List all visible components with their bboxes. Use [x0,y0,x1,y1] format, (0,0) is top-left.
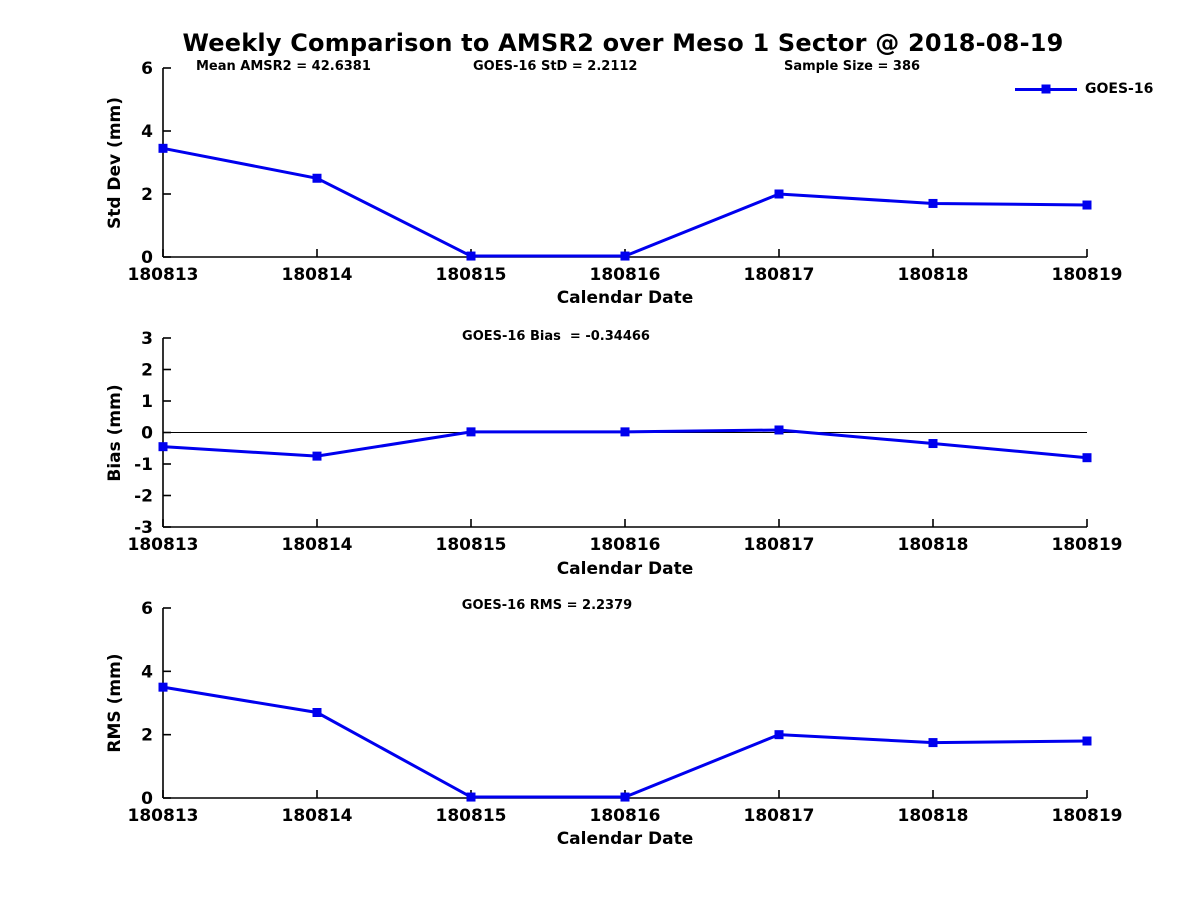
x-tick-label: 180819 [1052,806,1123,826]
data-line-std-dev [162,146,1088,258]
data-marker [466,792,476,802]
data-marker [928,439,938,449]
data-marker [774,730,784,740]
y-tick-label: 6 [141,59,153,79]
annotation-mean-amsr2: Mean AMSR2 = 42.6381 [196,59,371,74]
y-tick-label: -2 [134,487,153,507]
x-tick-label: 180814 [282,535,353,555]
x-tick-label: 180816 [590,535,661,555]
y-tick-label: 0 [141,789,153,809]
y-tick-label: 1 [141,392,153,412]
legend-marker [1041,84,1051,94]
annotation-goes16-rms: GOES-16 RMS = 2.2379 [461,598,633,613]
y-tick-label: 6 [141,599,153,619]
data-marker [466,427,476,437]
x-tick-label: 180813 [128,806,199,826]
subplot-rms: 0 2 4 6 180813 180814 180815 180816 180817 180818… [128,599,1123,826]
data-marker [466,251,476,261]
y-tick-label: 2 [141,726,153,746]
data-marker [158,143,168,153]
x-axis-label-stddev: Calendar Date [556,288,694,308]
annotation-goes16-bias: GOES-16 Bias = -0.34466 [462,329,650,344]
data-marker [928,198,938,208]
legend: GOES-16 [1015,81,1154,97]
x-tick-label: 180819 [1052,535,1123,555]
x-tick-label: 180818 [898,535,969,555]
x-tick-label: 180815 [436,806,507,826]
x-tick-label: 180815 [436,265,507,285]
data-marker [1082,453,1092,463]
annotation-sample-size: Sample Size = 386 [784,59,921,74]
x-axis-label-bias: Calendar Date [556,559,694,579]
data-marker [774,189,784,199]
y-tick-label: 0 [141,248,153,268]
x-tick-label: 180813 [128,535,199,555]
figure-title: Weekly Comparison to AMSR2 over Meso 1 S… [182,29,1064,57]
data-marker [312,173,322,183]
y-tick-label: 4 [141,662,153,682]
data-marker [774,425,784,435]
data-marker [620,251,630,261]
legend-label: GOES-16 [1085,81,1154,97]
data-marker [312,708,322,717]
x-tick-label: 180813 [128,265,199,285]
data-marker [928,738,938,748]
y-tick-label: -3 [134,518,153,538]
x-axis-label-rms: Calendar Date [556,829,694,849]
x-tick-label: 180816 [590,265,661,285]
y-tick-label: -1 [134,455,153,475]
y-tick-label: 2 [141,361,153,381]
annotation-goes16-std: GOES-16 StD = 2.2112 [473,59,638,74]
legend-line-sample [1015,84,1077,94]
x-tick-label: 180818 [898,265,969,285]
x-tick-label: 180819 [1052,265,1123,285]
y-tick-label: 0 [141,424,153,444]
x-tick-label: 180814 [282,806,353,826]
data-marker [620,792,630,802]
data-marker [1082,736,1092,746]
data-line-rms [162,685,1088,799]
data-marker [312,451,322,461]
subplot-bias: -3 -2 -1 0 1 2 3 180813 180814 180815 180816 180817… [128,329,1123,555]
data-marker [620,427,630,437]
x-tick-label: 180817 [744,265,815,285]
x-tick-label: 180815 [436,535,507,555]
x-tick-label: 180814 [282,265,353,285]
data-marker [158,682,168,692]
x-tick-label: 180817 [744,806,815,826]
x-tick-label: 180818 [898,806,969,826]
data-marker [158,442,168,452]
x-tick-label: 180817 [744,535,815,555]
y-tick-label: 2 [141,185,153,205]
data-marker [1082,200,1092,210]
y-tick-label: 3 [141,329,153,349]
subplot-std-dev: 0 2 4 6 180813 180814 180815 180816 180817 180818… [128,59,1123,285]
y-tick-label: 4 [141,122,153,142]
x-tick-label: 180816 [590,806,661,826]
